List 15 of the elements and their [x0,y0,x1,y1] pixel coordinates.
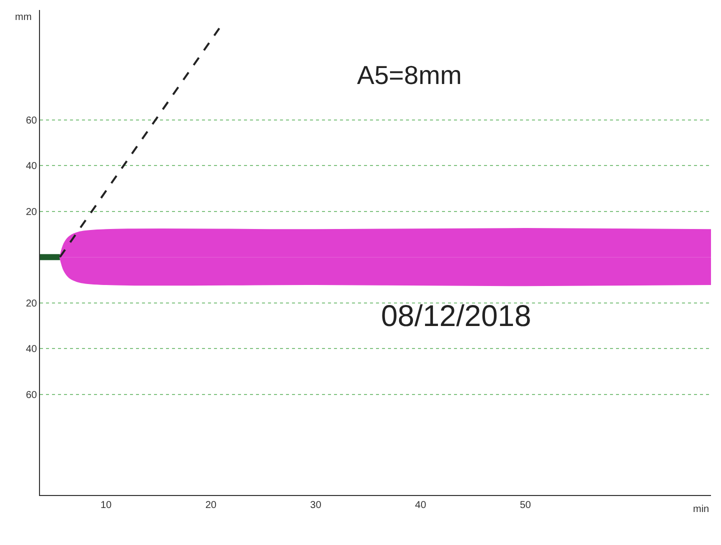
annotation: A5=8mm [357,60,462,90]
x-axis-title: min [693,504,710,515]
x-tick-label: 10 [100,500,112,511]
x-tick-label: 20 [205,500,217,511]
y-tick-label: 40 [26,344,38,356]
x-tick-label: 40 [415,500,427,511]
y-tick-label: 20 [26,298,38,310]
x-tick-label: 30 [310,500,322,511]
y-tick-label: 20 [26,206,38,218]
y-tick-label: 40 [26,161,38,172]
y-tick-label: 60 [26,115,38,126]
annotation: 08/12/2018 [381,300,532,333]
y-axis-title: mm [15,12,32,23]
x-tick-label: 50 [520,500,532,511]
y-tick-label: 60 [26,390,38,401]
